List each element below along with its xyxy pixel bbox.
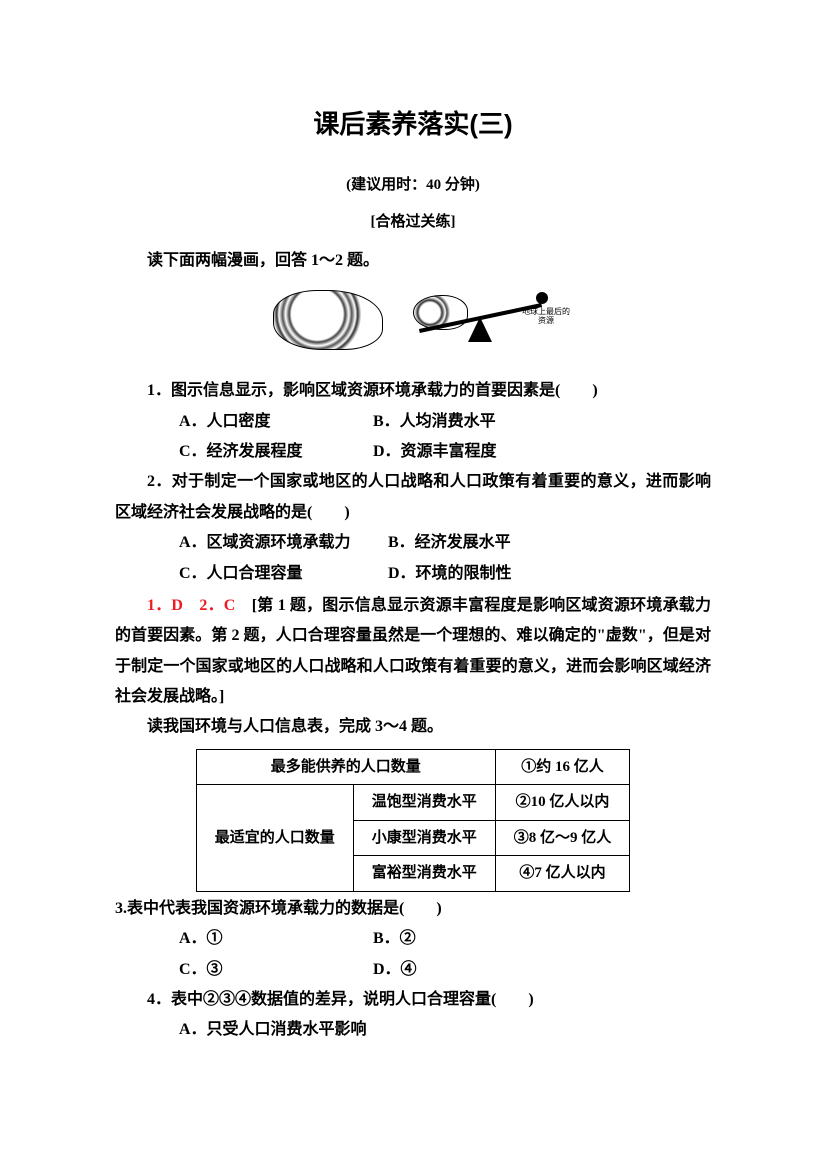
q2-stem-text: 2．对于制定一个国家或地区的人口战略和人口政策有着重要的意义，进而影响区域经济社…: [115, 473, 711, 520]
q2-option-a: A．区域资源环境承载力: [147, 528, 352, 558]
cartoon-seesaw-icon: 地球上最后的资源: [413, 290, 553, 350]
q2-options-row1: A．区域资源环境承载力 B．经济发展水平: [115, 528, 711, 558]
q3-option-d: D．④: [341, 955, 531, 985]
table-cell: ②10 亿人以内: [495, 785, 630, 821]
q3-option-a: A．①: [147, 924, 337, 954]
q4-stem: 4．表中②③④数据值的差异，说明人口合理容量( ): [115, 985, 711, 1015]
answer-12: 1．D 2．C: [147, 597, 252, 614]
q1-options-row2: C．经济发展程度 D．资源丰富程度: [115, 437, 711, 467]
q3-stem: 3.表中代表我国资源环境承载力的数据是( ): [115, 894, 711, 924]
q3-options-row2: C．③ D．④: [115, 955, 711, 985]
q2-option-d: D．环境的限制性: [356, 559, 546, 589]
answer-explain-12: 1．D 2．C [第 1 题，图示信息显示资源丰富程度是影响区域资源环境承载力的…: [115, 591, 711, 713]
page-title: 课后素养落实(三): [115, 100, 711, 149]
table-cell: 最多能供养的人口数量: [196, 749, 495, 785]
table-cell: ③8 亿～9 亿人: [495, 820, 630, 856]
cartoon-figure: 地球上最后的资源: [115, 285, 711, 366]
q1-stem: 1．图示信息显示，影响区域资源环境承载力的首要因素是( ): [115, 376, 711, 406]
table-cell: 富裕型消费水平: [353, 856, 495, 892]
intro-text-1: 读下面两幅漫画，回答 1～2 题。: [115, 246, 711, 276]
cartoon-caption: 地球上最后的资源: [521, 308, 571, 326]
q1-options-row1: A．人口密度 B．人均消费水平: [115, 407, 711, 437]
q2-stem: 2．对于制定一个国家或地区的人口战略和人口政策有着重要的意义，进而影响区域经济社…: [115, 467, 711, 528]
q3-option-c: C．③: [147, 955, 337, 985]
q4-options-row1: A．只受人口消费水平影响: [115, 1015, 711, 1045]
table-cell: 最适宜的人口数量: [196, 785, 353, 892]
suggested-time: (建议用时：40 分钟): [115, 171, 711, 200]
cartoon-crowd-icon: [273, 290, 383, 350]
q1-option-d: D．资源丰富程度: [341, 437, 531, 467]
table-cell: ④7 亿人以内: [495, 856, 630, 892]
table-cell: ①约 16 亿人: [495, 749, 630, 785]
table-row: 最适宜的人口数量 温饱型消费水平 ②10 亿人以内: [196, 785, 630, 821]
table-cell: 小康型消费水平: [353, 820, 495, 856]
q1-option-c: C．经济发展程度: [147, 437, 337, 467]
table-cell: 温饱型消费水平: [353, 785, 495, 821]
section-label: [合格过关练]: [115, 208, 711, 237]
q2-options-row2: C．人口合理容量 D．环境的限制性: [115, 559, 711, 589]
q2-option-b: B．经济发展水平: [356, 528, 546, 558]
intro-text-2: 读我国环境与人口信息表，完成 3～4 题。: [115, 712, 711, 742]
q1-option-b: B．人均消费水平: [341, 407, 531, 437]
q4-option-a: A．只受人口消费水平影响: [147, 1015, 367, 1045]
q3-option-b: B．②: [341, 924, 531, 954]
q2-option-c: C．人口合理容量: [147, 559, 352, 589]
q3-options-row1: A．① B．②: [115, 924, 711, 954]
q1-option-a: A．人口密度: [147, 407, 337, 437]
table-row: 最多能供养的人口数量 ①约 16 亿人: [196, 749, 630, 785]
population-table: 最多能供养的人口数量 ①约 16 亿人 最适宜的人口数量 温饱型消费水平 ②10…: [196, 749, 631, 892]
